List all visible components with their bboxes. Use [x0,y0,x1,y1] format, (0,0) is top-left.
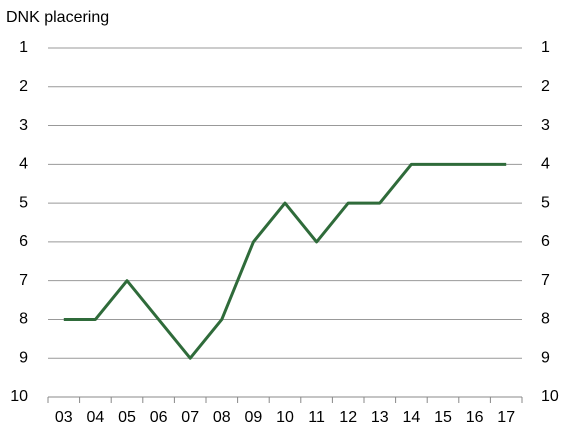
y-tick-label: 7 [19,272,28,289]
y-tick-label: 5 [19,194,28,211]
y2-tick-label: 6 [541,233,550,250]
y2-tick-label: 5 [541,194,550,211]
x-tick-label: 05 [118,409,136,426]
y-tick-label: 2 [19,78,28,95]
y-tick-label: 9 [19,349,28,366]
y-tick-label: 3 [19,117,28,134]
y2-tick-label: 7 [541,272,550,289]
x-tick-label: 13 [371,409,389,426]
x-tick-label: 16 [466,409,484,426]
x-tick-label: 04 [87,409,105,426]
y2-tick-label: 2 [541,78,550,95]
y2-tick-label: 4 [541,156,550,173]
y2-tick-label: 1 [541,39,550,56]
y-tick-label: 10 [10,388,28,405]
y-tick-label: 1 [19,39,28,56]
x-tick-label: 06 [150,409,168,426]
chart-title: DNK placering [6,9,109,26]
y2-tick-label: 9 [541,349,550,366]
y-tick-label: 4 [19,156,28,173]
x-tick-label: 17 [497,409,515,426]
x-tick-label: 09 [245,409,263,426]
x-tick-label: 03 [55,409,73,426]
x-tick-label: 15 [434,409,452,426]
x-tick-label: 12 [339,409,357,426]
x-tick-label: 10 [276,409,294,426]
x-tick-label: 07 [181,409,199,426]
y2-tick-label: 3 [541,117,550,134]
x-tick-label: 08 [213,409,231,426]
y2-tick-label: 8 [541,311,550,328]
x-tick-label: 11 [308,409,325,426]
y2-tick-label: 10 [541,388,559,405]
y-tick-label: 8 [19,311,28,328]
x-tick-label: 14 [403,409,421,426]
y-tick-label: 6 [19,233,28,250]
data-line [63,162,507,360]
